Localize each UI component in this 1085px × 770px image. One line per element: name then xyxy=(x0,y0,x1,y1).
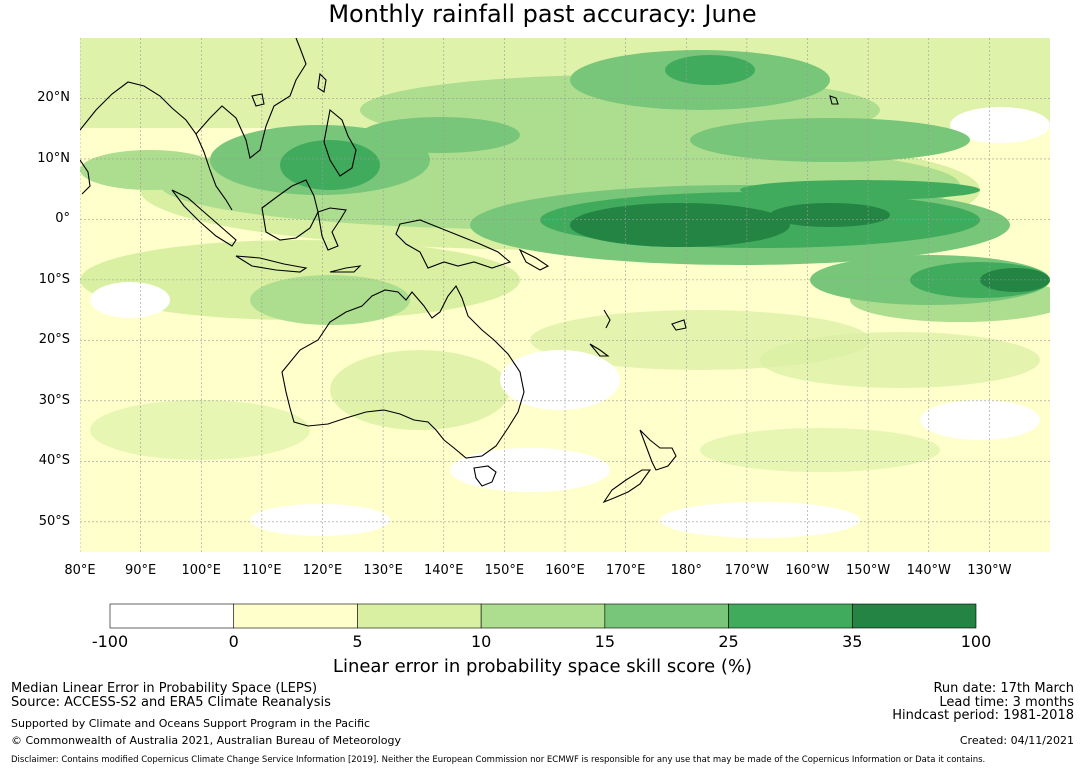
longitude-label: 180° xyxy=(670,563,702,578)
longitude-label: 90°E xyxy=(124,563,157,578)
skill-band-35-100 xyxy=(570,203,1050,292)
fiji xyxy=(671,319,687,331)
info-hindcast: Hindcast period: 1981-2018 xyxy=(892,708,1074,723)
info-method: Median Linear Error in Probability Space… xyxy=(11,681,318,696)
colorbar xyxy=(109,603,977,629)
info-copyright: © Commonwealth of Australia 2021, Austra… xyxy=(11,734,401,747)
vanuatu xyxy=(603,309,611,329)
philippines-coast xyxy=(323,108,357,177)
longitude-label: 140°W xyxy=(906,563,951,578)
latitude-label: 20°S xyxy=(38,332,70,348)
longitude-label: 130°W xyxy=(967,563,1012,578)
colorbar-tick-label: 15 xyxy=(594,632,616,651)
sulawesi-coast xyxy=(317,207,347,251)
latitude-label: 0° xyxy=(55,211,70,227)
map-title: Monthly rainfall past accuracy: June xyxy=(328,0,757,28)
latitude-label: 30°S xyxy=(38,392,70,408)
colorbar-segment xyxy=(109,603,235,629)
india-coast xyxy=(80,159,91,195)
colorbar-segment xyxy=(728,603,853,629)
timor-coast xyxy=(329,265,362,273)
longitude-label: 110°E xyxy=(242,563,282,578)
longitude-label: 170°E xyxy=(605,563,646,578)
latitude-label: 20°N xyxy=(37,90,70,106)
new-zealand-north-island xyxy=(639,429,677,471)
new-caledonia xyxy=(589,343,610,357)
indochina-coast xyxy=(195,133,233,211)
colorbar-label: Linear error in probability space skill … xyxy=(332,656,753,677)
longitude-label: 150°E xyxy=(484,563,525,578)
java-coast xyxy=(235,255,308,273)
colorbar-tick-label: -100 xyxy=(91,632,129,651)
colorbar-tick-label: 100 xyxy=(960,632,992,651)
colorbar-tick-label: 10 xyxy=(470,632,492,651)
info-lead-time: Lead time: 3 months xyxy=(939,695,1074,710)
info-run-date: Run date: 17th March xyxy=(933,681,1074,696)
colorbar-segment xyxy=(233,603,358,629)
colorbar-tick-label: 35 xyxy=(842,632,863,651)
longitude-label: 150°W xyxy=(846,563,891,578)
hawaii xyxy=(829,95,839,105)
graticule xyxy=(80,38,1050,552)
colorbar-segment xyxy=(604,603,729,629)
longitude-label: 160°W xyxy=(785,563,830,578)
sumatra-coast xyxy=(171,189,237,247)
longitude-label: 130°E xyxy=(363,563,403,578)
info-created: Created: 04/11/2021 xyxy=(959,734,1074,747)
longitude-label: 120°E xyxy=(302,563,343,578)
latitude-label: 40°S xyxy=(38,453,70,469)
colorbar-segment xyxy=(357,603,482,629)
longitude-label: 100°E xyxy=(181,563,222,578)
longitude-label: 160°E xyxy=(545,563,585,578)
colorbar-tick-label: 0 xyxy=(228,632,239,651)
new-guinea-coast xyxy=(395,219,512,269)
longitude-label: 140°E xyxy=(423,563,464,578)
info-support: Supported by Climate and Oceans Support … xyxy=(11,717,371,730)
longitude-label: 170°W xyxy=(724,563,769,578)
skill-band-negative xyxy=(90,107,1050,538)
colorbar-segment xyxy=(480,603,606,629)
colorbar-segment xyxy=(851,603,977,629)
taiwan-coast xyxy=(317,72,327,93)
hainan-coast xyxy=(251,93,265,107)
coastlines xyxy=(80,38,839,504)
colorbar-tick-label: 25 xyxy=(718,632,739,651)
tasmania-coast xyxy=(473,465,497,487)
disclaimer: Disclaimer: Contains modified Copernicus… xyxy=(11,755,986,765)
info-source: Source: ACCESS-S2 and ERA5 Climate Reana… xyxy=(11,695,331,710)
solomon-islands xyxy=(518,248,550,271)
australia-coast xyxy=(281,284,525,459)
latitude-label: 10°N xyxy=(37,150,70,166)
longitude-label: 80°E xyxy=(64,563,96,578)
latitude-label: 10°S xyxy=(38,271,70,287)
latitude-label: 50°S xyxy=(38,513,70,529)
skill-map xyxy=(80,38,1050,552)
new-zealand-south-island xyxy=(602,469,652,504)
colorbar-tick-label: 5 xyxy=(352,632,363,651)
asia-coast xyxy=(80,38,307,159)
